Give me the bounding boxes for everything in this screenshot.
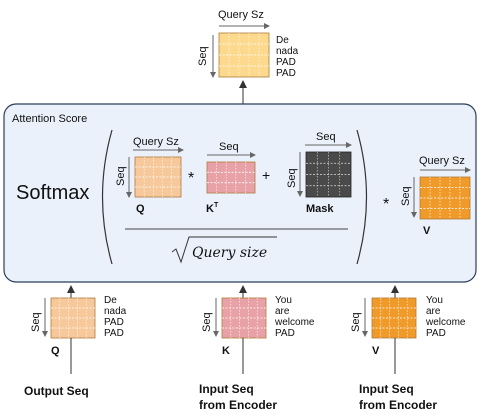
- v-source-caption: Input Seq: [359, 382, 414, 396]
- sqrt-query-size: Query size: [192, 245, 267, 261]
- v-matrix-label: V: [423, 225, 431, 237]
- left-paren: [101, 129, 113, 265]
- q-input-seq-axis-label: Seq: [30, 312, 42, 332]
- mask-matrix: [305, 151, 352, 198]
- softmax-label: Softmax: [16, 182, 89, 204]
- q-input-matrix: [50, 297, 96, 339]
- k-input-token: welcome: [274, 317, 315, 328]
- q-seq-axis-label: Seq: [115, 166, 127, 186]
- v-input-token: PAD: [426, 328, 446, 339]
- k-seq-axis-label: Seq: [219, 141, 239, 153]
- q-input-token: PAD: [104, 317, 124, 328]
- sqrt-symbol: [171, 236, 277, 264]
- q-input-token: PAD: [104, 328, 124, 339]
- multiply-v-operator: *: [383, 196, 389, 213]
- v-input-token: are: [426, 306, 441, 317]
- v-input-token: welcome: [425, 317, 466, 328]
- k-input-label: K: [222, 345, 230, 357]
- right-paren: [356, 129, 368, 265]
- k-input-token: PAD: [275, 328, 295, 339]
- mask-matrix-label: Mask: [306, 203, 334, 215]
- k-source-caption: Input Seq: [199, 382, 254, 396]
- output-token: PAD: [276, 57, 296, 68]
- output-token: De: [276, 35, 289, 46]
- matrix-body: [206, 161, 256, 194]
- q-matrix-label: Q: [136, 203, 145, 215]
- k-input-matrix: [221, 297, 267, 339]
- k-input-token: are: [275, 306, 290, 317]
- k-transpose-matrix: [206, 161, 256, 194]
- q-input-token: nada: [104, 306, 127, 317]
- mask-left-axis-label: Seq: [286, 168, 298, 188]
- output-matrix: [218, 32, 270, 78]
- v-matrix: [419, 176, 471, 220]
- v-seq-axis-label: Seq: [400, 186, 412, 206]
- q-input-label: Q: [51, 345, 60, 357]
- mask-top-axis-label: Seq: [316, 131, 336, 143]
- q-matrix: [134, 156, 182, 198]
- output-token: nada: [276, 46, 299, 57]
- add-operator: +: [262, 167, 270, 183]
- attention-title: Attention Score: [12, 113, 87, 125]
- q-source-caption: Output Seq: [24, 384, 89, 398]
- v-input-label: V: [372, 345, 380, 357]
- output-query-axis-label: Query Sz: [218, 9, 264, 21]
- v-input-seq-axis-label: Seq: [350, 312, 362, 332]
- k-matrix-label: KT: [206, 202, 219, 215]
- multiply-operator: *: [188, 170, 194, 187]
- k-source-caption: from Encoder: [199, 398, 277, 412]
- v-input-matrix: [371, 297, 417, 339]
- k-input-token: You: [275, 295, 292, 306]
- k-input-seq-axis-label: Seq: [201, 312, 213, 332]
- q-query-axis-label: Query Sz: [133, 136, 179, 148]
- output-seq-axis-label: Seq: [197, 46, 209, 66]
- v-input-token: You: [426, 295, 443, 306]
- v-query-axis-label: Query Sz: [419, 155, 465, 167]
- v-source-caption: from Encoder: [359, 398, 437, 412]
- output-token: PAD: [276, 68, 296, 79]
- q-input-token: De: [104, 295, 117, 306]
